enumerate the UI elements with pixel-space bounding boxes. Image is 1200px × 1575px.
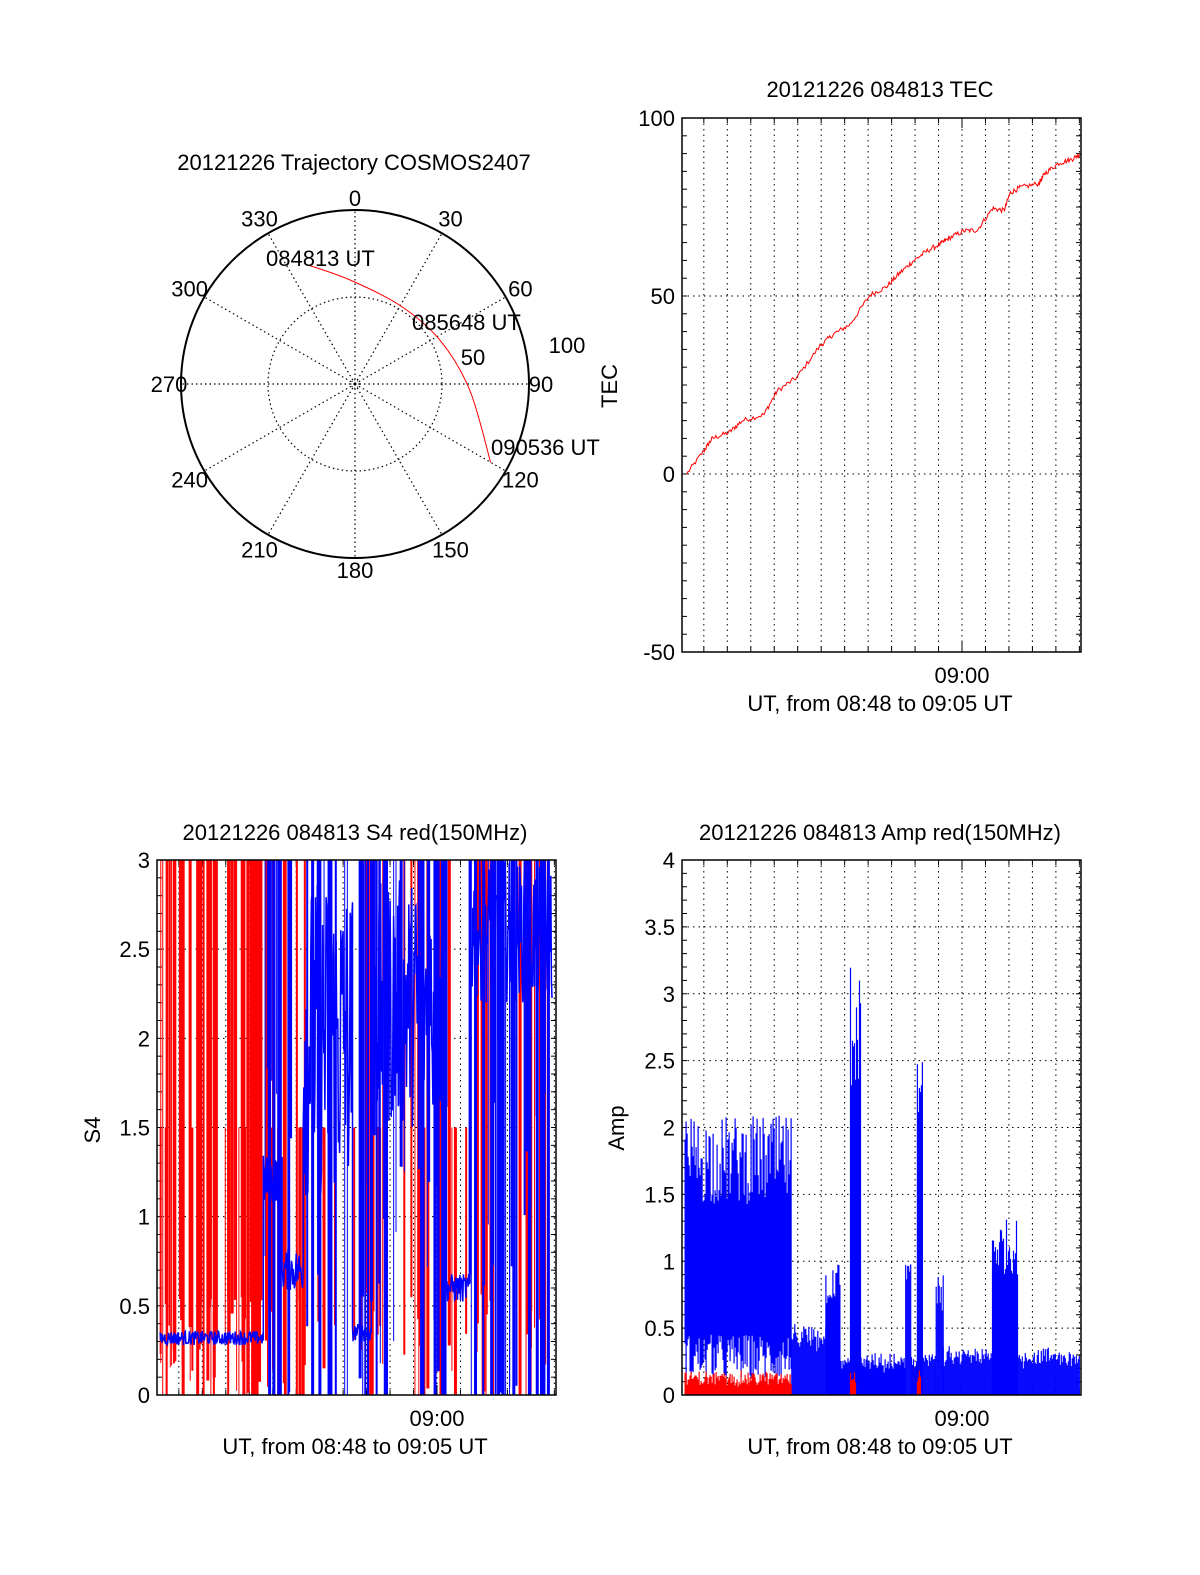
amp-panel: 20121226 084813 Amp red(150MHz) Amp 09:0… [604,820,1082,1459]
tec-ytick-label: 0 [663,462,675,487]
azimuth-label: 90 [529,372,553,397]
amp-marks [684,967,1080,1395]
s4-blue-trace [159,860,553,1347]
s4-panel: 20121226 084813 S4 red(150MHz) S4 09:00 … [80,820,557,1459]
tec-plot-frame [681,117,1082,653]
s4-ytick-label: 2 [138,1026,150,1051]
s4-ytick-label: 0 [138,1383,150,1408]
tec-ytick-label: 100 [638,106,675,131]
tec-panel: 20121226 084813 TEC TEC 09:00 UT, from 0… [597,77,1082,716]
amp-ytick-label: 1 [663,1249,675,1274]
tec-ylabel: TEC [597,364,622,408]
annotation-end-time: 090536 UT [491,435,600,460]
polar-spoke [354,296,506,385]
s4-plot-frame [156,859,557,1396]
s4-ytick-label: 2.5 [119,937,150,962]
azimuth-label: 330 [241,207,278,232]
azimuth-label: 30 [438,207,462,232]
s4-ytick-label: 1.5 [119,1116,150,1141]
tec-grid [682,117,1081,653]
polar-spoke [267,233,356,385]
amp-xtick-label: 09:00 [934,1406,989,1431]
amp-ytick-label: 0.5 [644,1316,675,1341]
polar-grid [180,209,530,559]
s4-marks [159,860,553,1395]
s4-title: 20121226 084813 S4 red(150MHz) [183,820,528,845]
annotation-start-time: 084813 UT [266,246,375,271]
polar-spoke [354,383,443,535]
azimuth-label: 300 [171,277,208,302]
s4-xlabel: UT, from 08:48 to 09:05 UT [222,1434,487,1459]
azimuth-label: 180 [337,558,374,583]
s4-ytick-label: 3 [138,848,150,873]
azimuth-label: 150 [432,537,469,562]
annotation-mid-time: 085648 UT [412,310,521,335]
amp-title: 20121226 084813 Amp red(150MHz) [699,820,1061,845]
amp-xlabel: UT, from 08:48 to 09:05 UT [747,1434,1012,1459]
polar-outer-circle [180,209,530,559]
polar-title: 20121226 Trajectory COSMOS2407 [177,150,530,175]
polar-spoke [354,383,506,472]
trajectory-line [306,264,492,463]
azimuth-label: 0 [349,186,361,211]
polar-radius-label-100: 100 [549,333,586,358]
polar-spoke [354,233,443,385]
s4-ytick-label: 1 [138,1205,150,1230]
tec-xlabel: UT, from 08:48 to 09:05 UT [747,691,1012,716]
polar-spoke [204,383,356,472]
polar-azimuth-labels: 0 30 60 90 120 150 180 210 240 270 300 330 [151,186,554,583]
amp-ytick-label: 1.5 [644,1182,675,1207]
amp-ytick-label: 2 [663,1116,675,1141]
polar-radius-label-50: 50 [461,345,485,370]
polar-panel: 20121226 Trajectory COSMOS2407 0 30 60 90 12… [151,150,600,583]
tec-ytick-label: 50 [651,284,675,309]
s4-xtick-label: 09:00 [409,1406,464,1431]
s4-ytick-label: 0.5 [119,1294,150,1319]
amp-ytick-label: 2.5 [644,1049,675,1074]
azimuth-label: 60 [508,277,532,302]
polar-spoke [267,383,356,535]
tec-series-line [686,153,1081,475]
polar-center [350,379,360,389]
tec-ytick-label: -50 [643,640,675,665]
azimuth-label: 120 [502,468,539,493]
tec-marks [686,153,1081,475]
azimuth-label: 270 [151,372,188,397]
polar-spoke [204,296,356,385]
azimuth-label: 210 [241,537,278,562]
s4-ylabel: S4 [80,1117,105,1144]
amp-ytick-label: 4 [663,848,675,873]
amp-plot-frame [681,859,1082,1396]
amp-ytick-label: 0 [663,1383,675,1408]
amp-ylabel: Amp [604,1105,629,1150]
tec-title: 20121226 084813 TEC [766,77,993,102]
amp-ytick-label: 3 [663,982,675,1007]
azimuth-label: 240 [171,468,208,493]
amp-ytick-label: 3.5 [644,915,675,940]
tec-xtick-label: 09:00 [934,663,989,688]
